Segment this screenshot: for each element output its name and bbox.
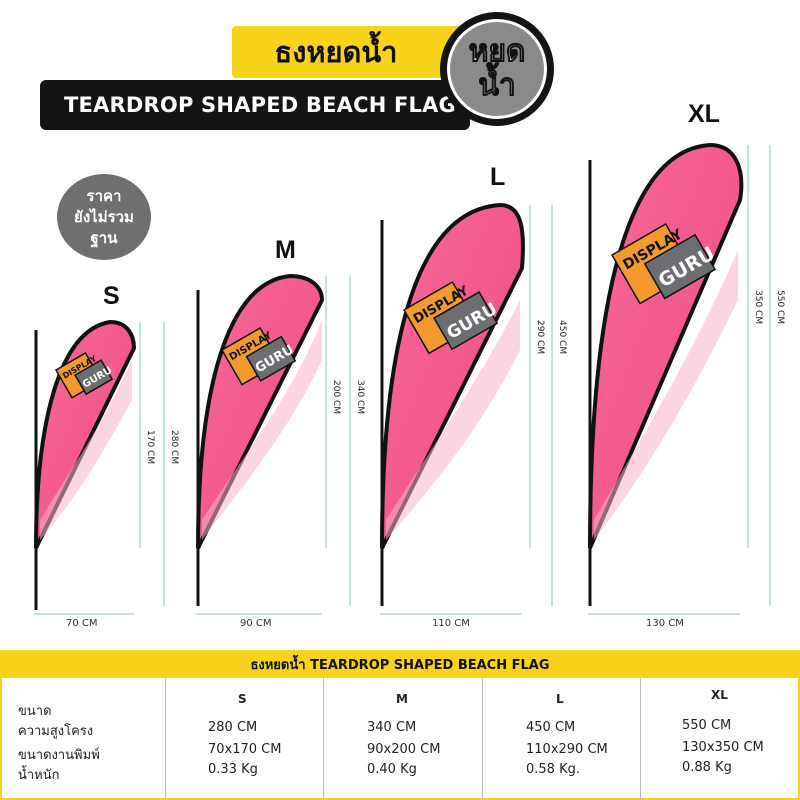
flag-s-print-height: 170 CM: [145, 430, 155, 464]
table-size-xl: XL: [711, 688, 728, 702]
flag-xl-print-height: 350 CM: [753, 290, 763, 324]
flag-m: DISPLAY GURU 200 CM 340 CM: [196, 273, 365, 615]
table-print-m: 90x200 CM: [367, 742, 441, 757]
table-weight-m: 0.40 Kg: [367, 762, 417, 777]
row-label-frame-height: ความสูงโครง: [18, 724, 94, 739]
flag-m-print-height: 200 CM: [331, 380, 341, 414]
flag-s-total-height: 280 CM: [169, 430, 179, 464]
spec-table-title: ธงหยดน้ำ TEARDROP SHAPED BEACH FLAG: [0, 650, 800, 678]
table-weight-xl: 0.88 Kg: [682, 760, 732, 775]
price-note-line-1: ราคา: [86, 186, 122, 205]
flag-l: DISPLAY GURU 290 CM 450 CM: [380, 202, 567, 615]
thai-title-banner: ธงหยดน้ำ: [232, 26, 480, 78]
english-title-banner: TEARDROP SHAPED BEACH FLAG: [40, 80, 470, 130]
column-divider: [165, 678, 166, 800]
flag-xl: DISPLAY GURU 350 CM 550 CM: [588, 142, 785, 615]
table-print-xl: 130x350 CM: [682, 740, 764, 755]
flag-m-total-height: 340 CM: [355, 380, 365, 414]
spec-table-body: [0, 678, 800, 800]
table-height-l: 450 CM: [526, 720, 576, 735]
size-label-l: L: [490, 163, 506, 191]
thai-title: ธงหยดน้ำ: [274, 35, 398, 69]
column-divider: [482, 678, 483, 800]
table-height-xl: 550 CM: [682, 718, 732, 733]
flag-xl-width: 130 CM: [646, 618, 684, 629]
flag-illustrations: DISPLAY GURU 170 CM 280 CM DISPLAY GURU …: [34, 142, 785, 615]
flag-s: DISPLAY GURU 170 CM 280 CM: [34, 319, 179, 615]
size-label-s: S: [103, 282, 120, 310]
row-label-weight: น้ำหนัก: [18, 768, 60, 783]
table-print-l: 110x290 CM: [526, 742, 608, 757]
price-note-line-3: ฐาน: [90, 228, 118, 247]
table-print-s: 70x170 CM: [208, 742, 282, 757]
table-height-s: 280 CM: [208, 720, 258, 735]
table-height-m: 340 CM: [367, 720, 417, 735]
teardrop-badge: หยด น้ำ: [447, 19, 547, 119]
column-divider: [323, 678, 324, 800]
flag-xl-total-height: 550 CM: [775, 290, 785, 324]
table-size-l: L: [556, 692, 564, 706]
size-label-xl: XL: [688, 100, 720, 128]
badge-line-2: น้ำ: [478, 68, 516, 103]
badge-line-1: หยด: [468, 34, 526, 69]
flag-s-width: 70 CM: [66, 618, 98, 629]
flag-m-width: 90 CM: [240, 618, 272, 629]
column-divider: [640, 678, 641, 800]
table-weight-l: 0.58 Kg.: [526, 762, 580, 777]
row-label-print-size: ขนาดงานพิมพ์: [18, 748, 100, 763]
flag-l-width: 110 CM: [432, 618, 470, 629]
size-label-m: M: [275, 236, 296, 264]
flag-l-total-height: 450 CM: [557, 320, 567, 354]
table-weight-s: 0.33 Kg: [208, 762, 258, 777]
table-size-m: M: [396, 692, 408, 706]
price-note-line-2: ยังไม่รวม: [74, 207, 134, 226]
english-title: TEARDROP SHAPED BEACH FLAG: [64, 93, 456, 117]
row-label-size: ขนาด: [18, 704, 52, 719]
table-size-s: S: [238, 692, 247, 706]
spec-table: ธงหยดน้ำ TEARDROP SHAPED BEACH FLAG ขนาด…: [0, 650, 800, 800]
price-note-badge: ราคา ยังไม่รวม ฐาน: [57, 174, 151, 260]
flag-l-print-height: 290 CM: [535, 320, 545, 354]
